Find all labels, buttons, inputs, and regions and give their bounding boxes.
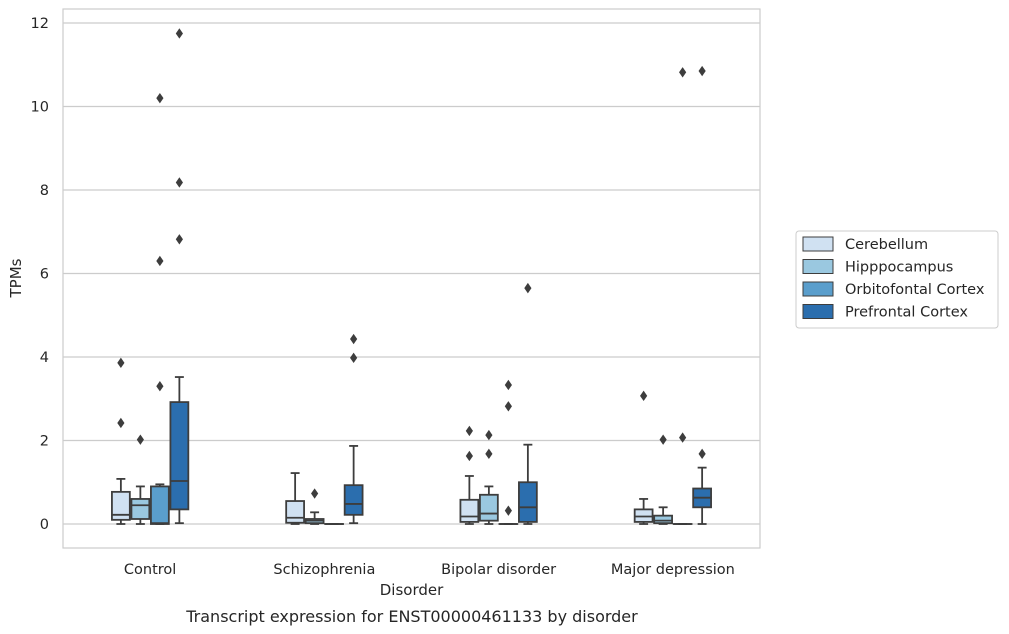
box-series: [111, 28, 712, 525]
outlier-point: [156, 255, 164, 267]
outlier-point: [504, 401, 512, 412]
box-body: [518, 481, 538, 523]
legend-label: Orbitofontal Cortex: [845, 282, 985, 298]
outlier-point: [136, 434, 144, 445]
outlier-point: [175, 234, 183, 245]
outlier-point: [117, 357, 125, 369]
box-1-1: [304, 488, 325, 525]
outlier-point: [350, 333, 358, 345]
box-body: [285, 500, 305, 524]
box-0-3: [633, 390, 654, 525]
outlier-point: [156, 92, 164, 104]
y-axis-title: TPMs: [7, 258, 25, 298]
outlier-point: [679, 67, 687, 78]
box-3-2: [518, 282, 538, 525]
box-0-2: [459, 425, 480, 525]
legend-label: Cerebellum: [845, 237, 928, 253]
y-tick-label: 2: [40, 434, 49, 450]
box-1-0: [130, 434, 151, 525]
box-1-3: [653, 434, 673, 525]
outlier-point: [156, 381, 164, 392]
box-body: [130, 498, 151, 520]
legend-swatch: [802, 304, 834, 319]
outlier-point: [465, 450, 473, 462]
box-0-0: [111, 357, 131, 525]
legend-frame: [795, 230, 999, 329]
y-tick-labels: 0 2 4 6 8 10 12: [31, 16, 49, 533]
box-2-3: [672, 67, 693, 525]
box-3-3: [692, 65, 712, 525]
legend-label: Prefrontal Cortex: [845, 305, 968, 321]
y-tick-label: 0: [40, 517, 49, 533]
chart-caption: Transcript expression for ENST0000046113…: [185, 607, 638, 626]
box-0-1: [285, 472, 305, 525]
x-tick-label: Control: [124, 562, 176, 578]
outlier-point: [698, 448, 706, 460]
y-tick-label: 4: [40, 350, 49, 366]
outlier-point: [117, 417, 125, 429]
y-tick-label: 10: [31, 100, 49, 116]
outlier-point: [175, 28, 183, 39]
outlier-point: [485, 429, 493, 441]
legend: Cerebellum Hipppocampus Orbitofontal Corte…: [795, 230, 999, 329]
outlier-point: [504, 379, 512, 391]
x-tick-labels: Control Schizophrenia Bipolar disorder Majo…: [124, 562, 735, 578]
plot-frame: [62, 8, 761, 549]
box-3-0: [169, 28, 190, 525]
plot-area-background: [63, 9, 760, 548]
box-3-1: [343, 333, 364, 525]
outlier-point: [504, 505, 512, 516]
box-body: [150, 485, 170, 525]
box-body: [459, 498, 480, 523]
outlier-point: [679, 432, 687, 443]
legend-swatch: [802, 259, 834, 274]
y-tick-label: 8: [40, 183, 49, 199]
x-tick-label: Bipolar disorder: [441, 562, 556, 578]
outlier-point: [465, 425, 473, 437]
y-tick-label: 12: [31, 16, 49, 32]
legend-label: Hipppocampus: [845, 260, 953, 276]
box-body: [479, 493, 499, 522]
outlier-point: [350, 352, 358, 364]
box-body: [343, 484, 364, 516]
box-body: [653, 514, 673, 525]
outlier-point: [485, 448, 493, 460]
outlier-point: [698, 65, 706, 77]
box-1-2: [479, 429, 499, 525]
outlier-point: [311, 488, 319, 499]
outlier-point: [659, 434, 667, 445]
outlier-point: [175, 177, 183, 188]
outlier-point: [640, 390, 648, 402]
box-2-0: [150, 92, 170, 525]
y-tick-label: 6: [40, 267, 49, 283]
outlier-point: [524, 282, 532, 294]
x-tick-label: Schizophrenia: [273, 562, 375, 578]
legend-swatch: [802, 236, 834, 252]
box-2-2: [498, 379, 519, 525]
x-tick-label: Major depression: [611, 562, 735, 578]
legend-swatch: [802, 281, 834, 297]
x-axis-title: Disorder: [380, 581, 444, 599]
box-body: [169, 401, 190, 511]
box-body: [111, 490, 131, 521]
